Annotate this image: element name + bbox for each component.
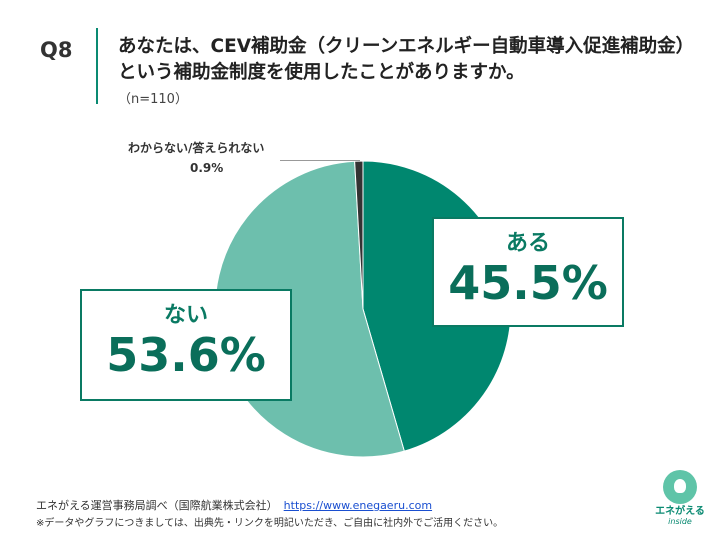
leader-line bbox=[280, 160, 360, 161]
question-text: あなたは、CEV補助金（クリーンエネルギー自動車導入促進補助金）という補助金制度… bbox=[118, 36, 695, 83]
source-text: エネがえる運営事務局調べ（国際航業株式会社） https://www.enegae… bbox=[36, 497, 432, 513]
logo-sub: inside bbox=[668, 517, 692, 526]
logo-icon bbox=[663, 470, 697, 504]
pie-slice-unknown bbox=[354, 160, 364, 310]
slice-value-unknown: 0.9% bbox=[190, 161, 224, 175]
usage-note: ※データやグラフにつきましては、出典先・リンクを明記いただき、ご自由に社内外でご… bbox=[36, 518, 504, 529]
question-number: Q8 bbox=[40, 38, 73, 62]
question-divider bbox=[96, 28, 98, 104]
slice-value-yes: 45.5% bbox=[448, 256, 608, 310]
slice-label-no: ない bbox=[163, 303, 208, 328]
brand-logo: エネがえる inside bbox=[655, 470, 705, 530]
slice-value-no: 53.6% bbox=[106, 328, 266, 382]
source-label: エネがえる運営事務局調べ（国際航業株式会社） bbox=[36, 499, 278, 512]
logo-name: エネがえる bbox=[655, 506, 705, 517]
slice-label-unknown: わからない/答えられない bbox=[128, 141, 265, 155]
sample-size: （n=110） bbox=[118, 92, 188, 107]
callout-yes: ある 45.5% bbox=[432, 217, 624, 327]
callout-no: ない 53.6% bbox=[80, 289, 292, 401]
source-link[interactable]: https://www.enegaeru.com bbox=[283, 499, 433, 512]
slice-label-yes: ある bbox=[505, 231, 550, 256]
